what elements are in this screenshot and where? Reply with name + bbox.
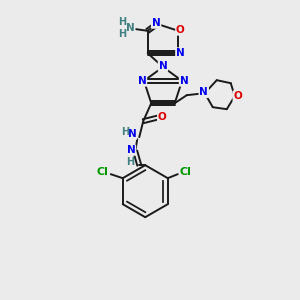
Text: O: O bbox=[158, 112, 167, 122]
Text: H: H bbox=[126, 157, 134, 167]
Text: Cl: Cl bbox=[97, 167, 109, 177]
Text: Cl: Cl bbox=[180, 167, 192, 177]
Text: O: O bbox=[233, 91, 242, 101]
Text: N: N bbox=[138, 76, 146, 86]
Text: H: H bbox=[118, 17, 127, 27]
Text: O: O bbox=[176, 25, 185, 35]
Text: N: N bbox=[152, 18, 161, 28]
Text: N: N bbox=[180, 76, 188, 86]
Text: N: N bbox=[127, 145, 136, 155]
Text: N: N bbox=[176, 48, 185, 58]
Text: N: N bbox=[128, 129, 136, 139]
Text: H: H bbox=[118, 29, 127, 39]
Text: N: N bbox=[200, 87, 208, 97]
Text: N: N bbox=[159, 61, 167, 71]
Text: H: H bbox=[121, 127, 129, 137]
Text: N: N bbox=[126, 23, 135, 33]
